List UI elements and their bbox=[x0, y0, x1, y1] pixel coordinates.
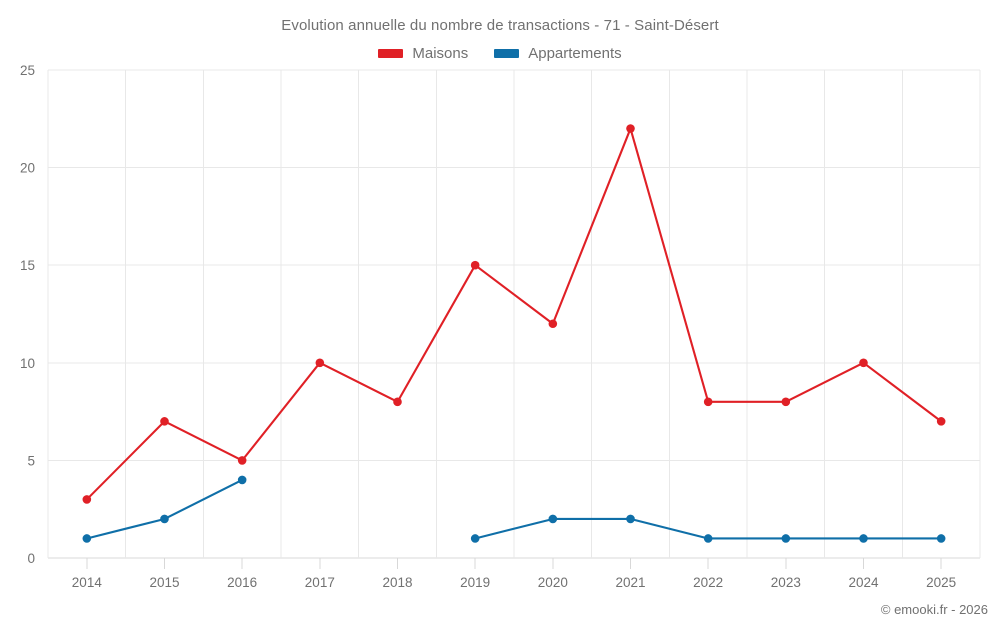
y-axis-tick-labels: 0 5 10 15 20 25 bbox=[20, 63, 35, 566]
data-point-appartements-2022[interactable] bbox=[703, 534, 713, 543]
series-line-appartements bbox=[85, 478, 244, 540]
data-point-appartements-2016[interactable] bbox=[237, 475, 247, 485]
data-point-maisons-2024[interactable] bbox=[859, 358, 868, 368]
chart-legend: Maisons Appartements bbox=[0, 45, 1000, 62]
data-point-appartements-2020[interactable] bbox=[548, 514, 558, 524]
data-point-maisons-2016[interactable] bbox=[237, 456, 247, 465]
legend-label-maisons: Maisons bbox=[412, 45, 469, 62]
data-point-maisons-2020[interactable] bbox=[548, 319, 558, 329]
legend-item-maisons[interactable]: Maisons bbox=[378, 45, 468, 62]
data-point-maisons-2023[interactable] bbox=[781, 397, 791, 407]
data-point-maisons-2025[interactable] bbox=[936, 417, 946, 426]
x-axis-tick-label: 2019 bbox=[460, 575, 490, 590]
data-point-maisons-2017[interactable] bbox=[315, 358, 325, 368]
data-point-appartements-2014[interactable] bbox=[82, 534, 92, 543]
x-axis-tick-labels: 2014 2015 2016 2017 2018 2019 2020 2021 2022 2023… bbox=[72, 575, 956, 590]
data-point-appartements-2024[interactable] bbox=[859, 534, 868, 543]
y-axis-tick-label: 5 bbox=[27, 453, 35, 468]
x-axis-tick-label: 2020 bbox=[538, 575, 568, 590]
x-axis-tick-label: 2025 bbox=[926, 575, 956, 590]
y-axis-tick-label: 15 bbox=[20, 258, 35, 273]
series-line-maisons bbox=[85, 127, 943, 501]
data-point-maisons-2015[interactable] bbox=[160, 417, 169, 426]
data-point-maisons-2022[interactable] bbox=[703, 397, 713, 407]
data-point-appartements-2021[interactable] bbox=[626, 514, 635, 524]
data-point-maisons-2019[interactable] bbox=[470, 260, 480, 270]
data-point-appartements-2019[interactable] bbox=[470, 534, 480, 543]
x-axis-tick-label: 2017 bbox=[305, 575, 335, 590]
data-point-appartements-2025[interactable] bbox=[936, 534, 946, 543]
y-axis-tick-label: 25 bbox=[20, 63, 35, 78]
copyright-credit: © emooki.fr - 2026 bbox=[880, 602, 988, 617]
x-axis-tick-label: 2022 bbox=[693, 575, 723, 590]
legend-swatch-maisons bbox=[378, 49, 404, 58]
y-axis-tick-label: 20 bbox=[20, 161, 35, 176]
y-axis-tick-label: 10 bbox=[20, 356, 35, 371]
x-axis-tick-label: 2014 bbox=[72, 575, 103, 590]
data-point-maisons-2018[interactable] bbox=[393, 397, 402, 407]
x-axis-tick-label: 2015 bbox=[149, 575, 179, 590]
data-point-appartements-2015[interactable] bbox=[160, 514, 169, 524]
legend-label-appartements: Appartements bbox=[528, 45, 622, 62]
data-point-maisons-2014[interactable] bbox=[82, 495, 92, 504]
data-series bbox=[82, 124, 946, 543]
x-axis-tick-label: 2016 bbox=[227, 575, 257, 590]
chart-title: Evolution annuelle du nombre de transact… bbox=[281, 17, 719, 34]
data-point-appartements-2023[interactable] bbox=[781, 534, 791, 543]
legend-swatch-appartements bbox=[494, 49, 520, 58]
legend-item-appartements[interactable]: Appartements bbox=[494, 45, 622, 62]
x-axis-tick-label: 2018 bbox=[382, 575, 412, 590]
data-point-maisons-2021[interactable] bbox=[626, 124, 635, 133]
x-axis-tick-label: 2021 bbox=[615, 575, 645, 590]
y-axis-tick-label: 0 bbox=[27, 551, 35, 566]
x-axis-tick-label: 2023 bbox=[771, 575, 801, 590]
gridlines bbox=[47, 69, 981, 569]
x-axis-tick-label: 2024 bbox=[848, 575, 879, 590]
